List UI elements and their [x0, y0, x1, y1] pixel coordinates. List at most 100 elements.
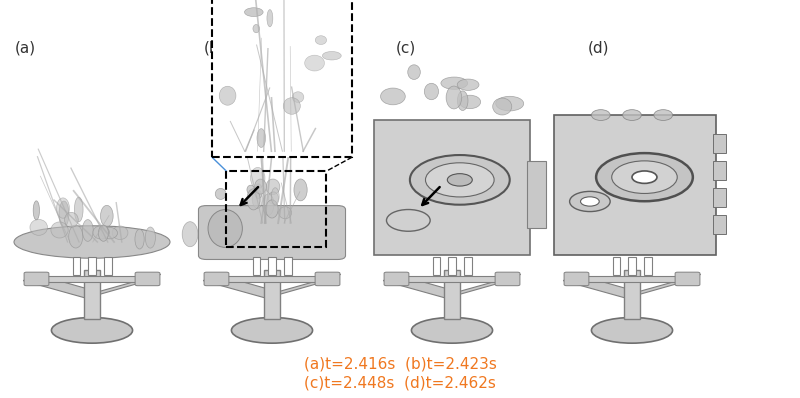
Polygon shape [23, 274, 96, 298]
FancyBboxPatch shape [374, 121, 530, 256]
Polygon shape [448, 274, 521, 298]
Ellipse shape [446, 86, 462, 109]
FancyBboxPatch shape [624, 270, 640, 319]
FancyBboxPatch shape [135, 272, 160, 286]
Ellipse shape [135, 229, 144, 249]
Ellipse shape [112, 226, 128, 240]
Ellipse shape [493, 98, 512, 115]
FancyBboxPatch shape [564, 272, 589, 286]
Text: (a)t=2.416s  (b)t=2.423s: (a)t=2.416s (b)t=2.423s [303, 357, 497, 372]
Polygon shape [628, 274, 701, 298]
FancyBboxPatch shape [554, 115, 716, 256]
FancyBboxPatch shape [264, 270, 280, 319]
Ellipse shape [292, 92, 304, 103]
Ellipse shape [253, 24, 259, 33]
Ellipse shape [215, 188, 226, 199]
Ellipse shape [305, 55, 325, 71]
Ellipse shape [622, 110, 642, 121]
Ellipse shape [98, 225, 109, 241]
FancyBboxPatch shape [384, 272, 409, 286]
Ellipse shape [182, 222, 198, 247]
Ellipse shape [424, 83, 438, 100]
Bar [713, 188, 726, 207]
Bar [433, 258, 440, 275]
Ellipse shape [266, 200, 278, 218]
Ellipse shape [458, 91, 468, 111]
Bar [713, 161, 726, 180]
Ellipse shape [271, 188, 279, 205]
Circle shape [410, 155, 510, 205]
Polygon shape [563, 274, 636, 298]
FancyBboxPatch shape [84, 270, 100, 319]
Ellipse shape [268, 192, 278, 204]
Ellipse shape [266, 179, 280, 195]
Bar [88, 258, 96, 275]
Text: (b): (b) [204, 40, 226, 55]
Bar [253, 258, 260, 275]
Ellipse shape [101, 227, 118, 239]
Ellipse shape [496, 96, 524, 111]
FancyBboxPatch shape [495, 272, 520, 286]
Text: (c): (c) [396, 40, 416, 55]
FancyBboxPatch shape [198, 206, 346, 259]
FancyBboxPatch shape [444, 270, 460, 319]
Ellipse shape [278, 207, 291, 219]
Polygon shape [383, 274, 456, 298]
Ellipse shape [208, 210, 242, 248]
Text: (a): (a) [14, 40, 35, 55]
Ellipse shape [247, 185, 254, 194]
Bar [566, 276, 698, 282]
Bar [628, 258, 636, 275]
Ellipse shape [591, 110, 610, 121]
Ellipse shape [262, 194, 274, 215]
FancyBboxPatch shape [527, 161, 546, 228]
FancyBboxPatch shape [204, 272, 229, 286]
Ellipse shape [252, 189, 262, 208]
Ellipse shape [231, 318, 313, 343]
Ellipse shape [14, 226, 170, 258]
Ellipse shape [51, 318, 133, 343]
Ellipse shape [441, 77, 468, 89]
Circle shape [632, 171, 657, 183]
Circle shape [596, 153, 693, 201]
Ellipse shape [458, 79, 479, 90]
Ellipse shape [245, 8, 263, 17]
Circle shape [426, 163, 494, 197]
Ellipse shape [101, 205, 113, 227]
Ellipse shape [57, 198, 70, 218]
Ellipse shape [254, 184, 262, 199]
Ellipse shape [34, 201, 39, 220]
Ellipse shape [654, 110, 673, 121]
Ellipse shape [322, 51, 342, 60]
Bar [206, 276, 338, 282]
Text: (d): (d) [588, 40, 610, 55]
FancyBboxPatch shape [315, 272, 340, 286]
Circle shape [612, 161, 678, 193]
Bar [713, 215, 726, 234]
Ellipse shape [294, 179, 307, 201]
Ellipse shape [283, 98, 300, 114]
Circle shape [570, 191, 610, 212]
Bar [226, 171, 326, 247]
FancyBboxPatch shape [675, 272, 700, 286]
Ellipse shape [59, 201, 69, 227]
FancyBboxPatch shape [24, 272, 49, 286]
Ellipse shape [315, 36, 326, 45]
Ellipse shape [267, 10, 273, 27]
Bar [448, 258, 456, 275]
Ellipse shape [30, 219, 47, 235]
Ellipse shape [257, 129, 266, 147]
Bar [464, 258, 471, 275]
Ellipse shape [591, 318, 673, 343]
Ellipse shape [69, 225, 83, 248]
Circle shape [581, 197, 599, 206]
Ellipse shape [74, 197, 83, 222]
Ellipse shape [411, 318, 493, 343]
Bar [212, 0, 352, 157]
Bar [26, 276, 158, 282]
Text: (c)t=2.448s  (d)t=2.462s: (c)t=2.448s (d)t=2.462s [304, 375, 496, 390]
Bar [644, 258, 651, 275]
Bar [386, 276, 518, 282]
Ellipse shape [254, 179, 266, 194]
Ellipse shape [408, 65, 420, 80]
